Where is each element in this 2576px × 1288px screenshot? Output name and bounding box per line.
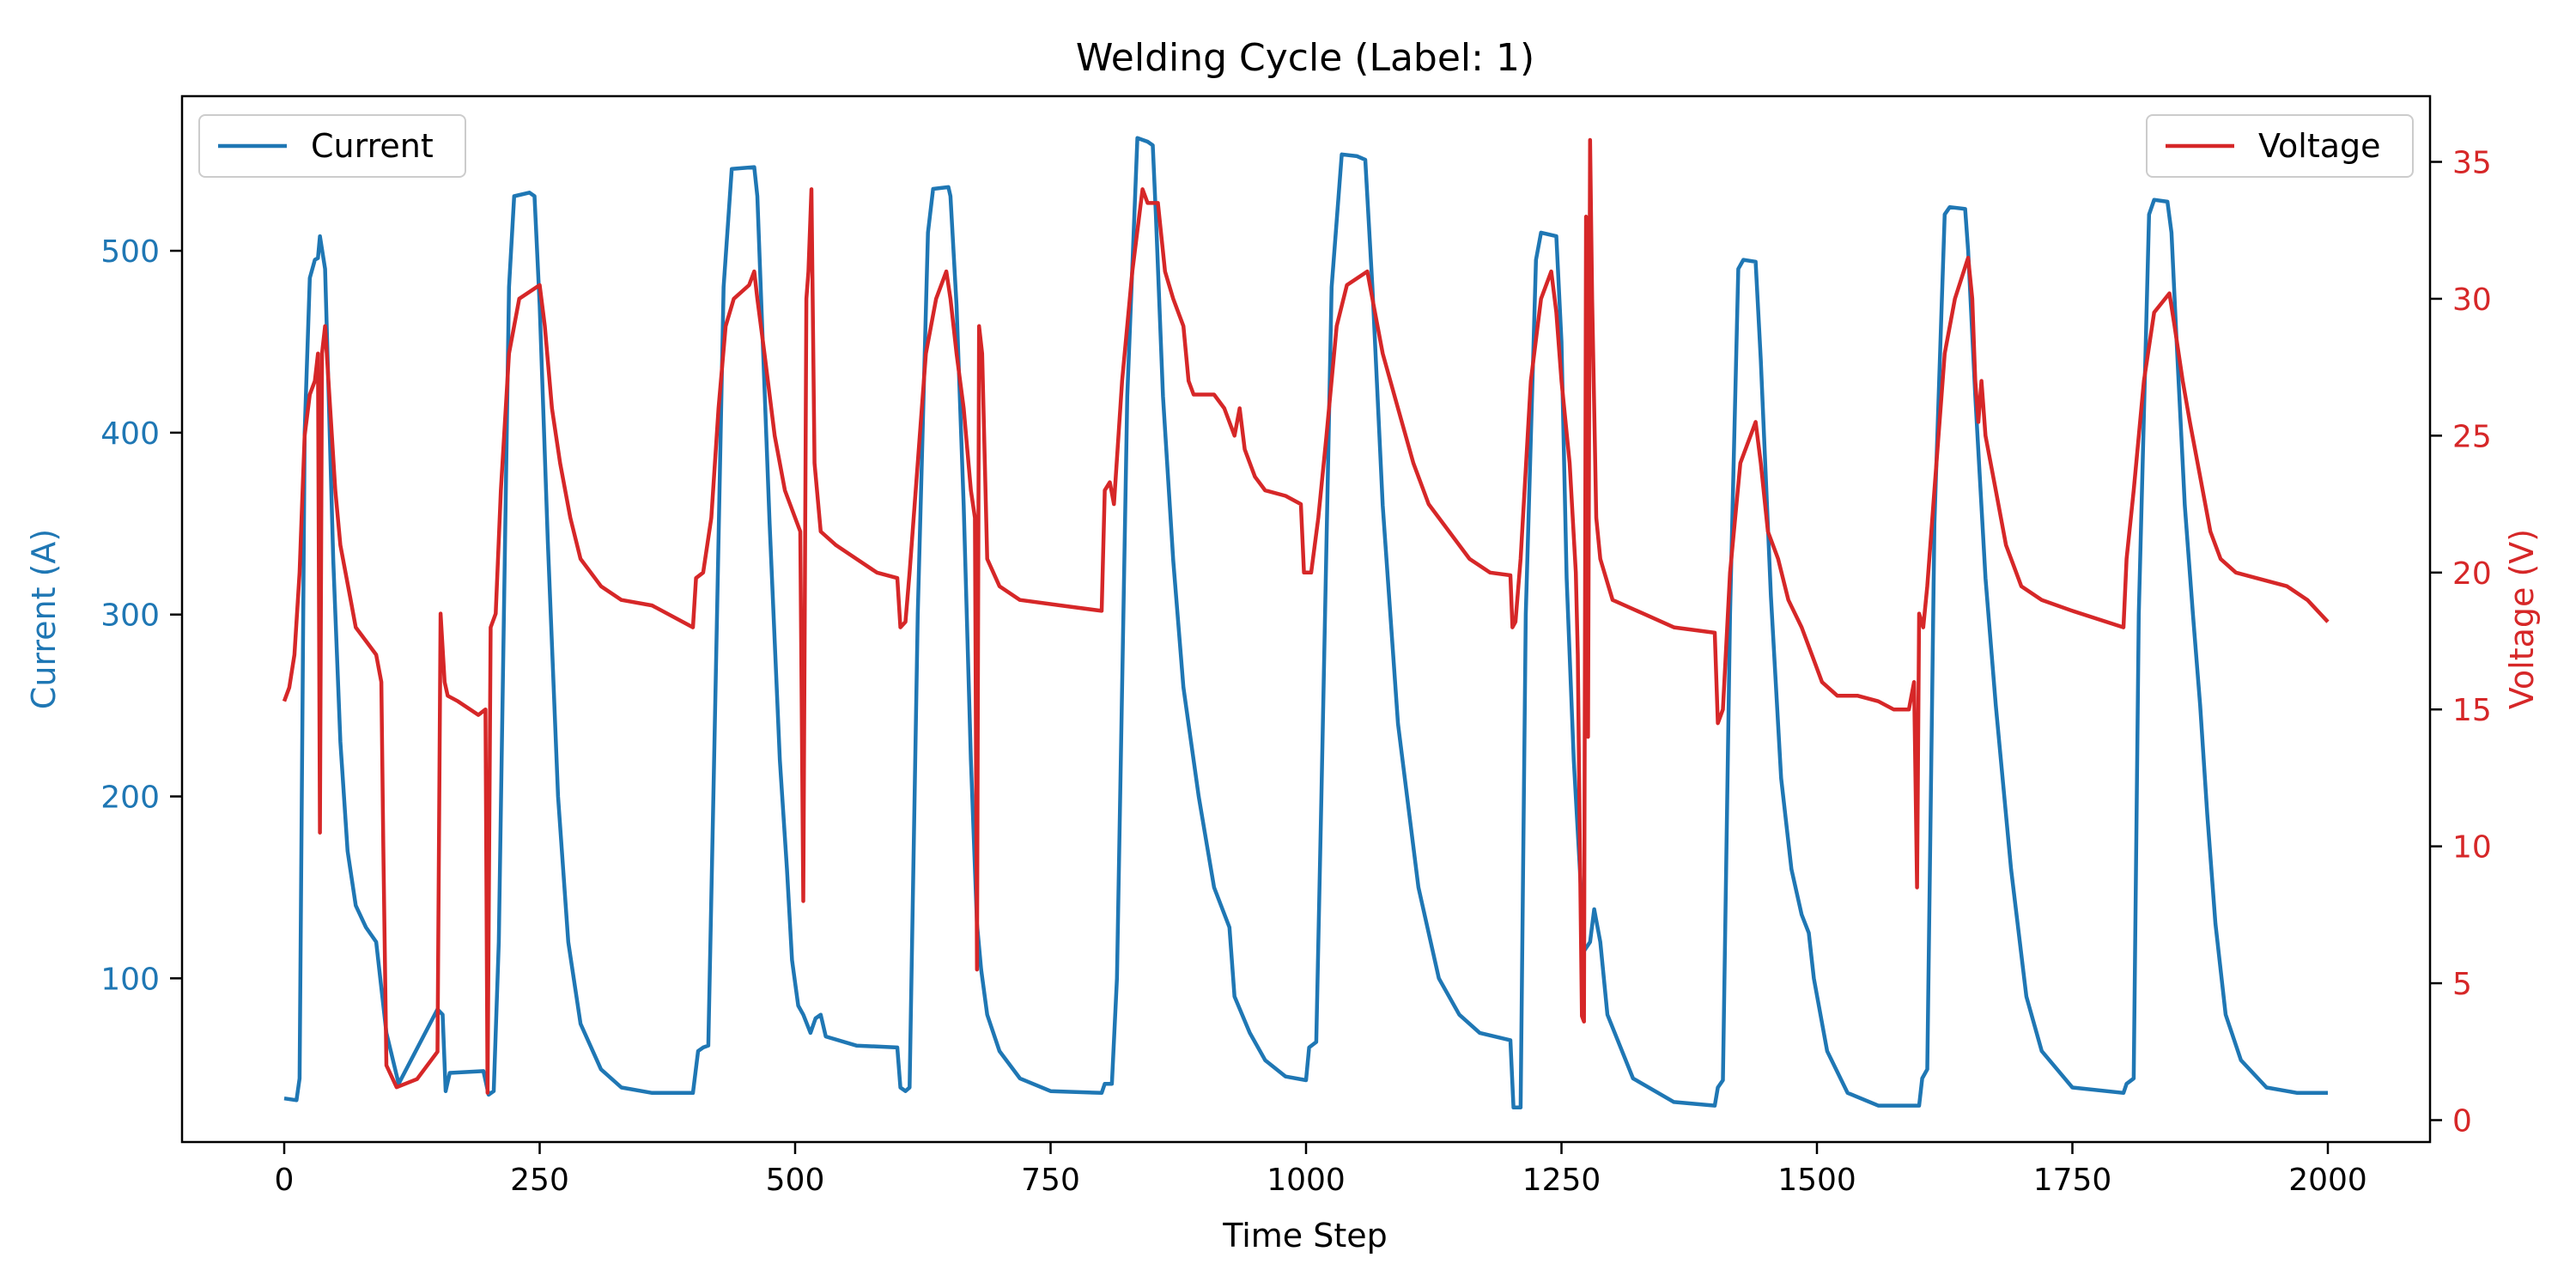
x-tick-label: 2000 xyxy=(2288,1163,2367,1198)
right-y-tick-label: 15 xyxy=(2452,693,2492,728)
right-y-tick-label: 35 xyxy=(2452,146,2492,181)
axes-layer: 0 250 500 750 1000 1250 1500 1750 20001002003004… xyxy=(100,94,2492,1198)
legend-label-voltage: Voltage xyxy=(2258,127,2381,165)
left-y-tick-label: 100 xyxy=(100,962,160,997)
chart-title: Welding Cycle (Label: 1) xyxy=(1076,36,1534,80)
left-y-tick-label: 200 xyxy=(100,781,160,816)
x-tick-label: 0 xyxy=(275,1163,295,1198)
right-y-tick-label: 20 xyxy=(2452,556,2492,592)
x-tick-label: 1500 xyxy=(1777,1163,1856,1198)
right-y-tick-label: 10 xyxy=(2452,830,2492,866)
x-tick-label: 500 xyxy=(766,1163,825,1198)
legend-box-right xyxy=(2146,114,2414,178)
left-y-axis-label: Current (A) xyxy=(25,529,63,709)
legend-layer: Current Voltage xyxy=(198,114,2414,178)
x-tick-label: 1250 xyxy=(1522,1163,1601,1198)
series-line-voltage xyxy=(282,137,2330,1095)
x-tick-label: 750 xyxy=(1021,1163,1080,1198)
right-y-tick-label: 25 xyxy=(2452,419,2492,454)
x-tick-label: 250 xyxy=(510,1163,569,1198)
right-y-tick-label: 5 xyxy=(2452,967,2472,1002)
x-tick-label: 1750 xyxy=(2033,1163,2112,1198)
left-y-tick-label: 500 xyxy=(100,234,160,270)
right-y-tick-label: 30 xyxy=(2452,283,2492,318)
x-axis-label: Time Step xyxy=(1222,1217,1388,1255)
right-y-axis-label: Voltage (V) xyxy=(2503,529,2541,709)
legend-box-left xyxy=(198,114,466,178)
left-y-tick-label: 400 xyxy=(100,416,160,452)
series-layer xyxy=(282,136,2330,1110)
x-tick-label: 1000 xyxy=(1267,1163,1346,1198)
legend-label-current: Current xyxy=(311,127,434,165)
right-y-tick-label: 0 xyxy=(2452,1103,2472,1139)
left-y-tick-label: 300 xyxy=(100,598,160,634)
